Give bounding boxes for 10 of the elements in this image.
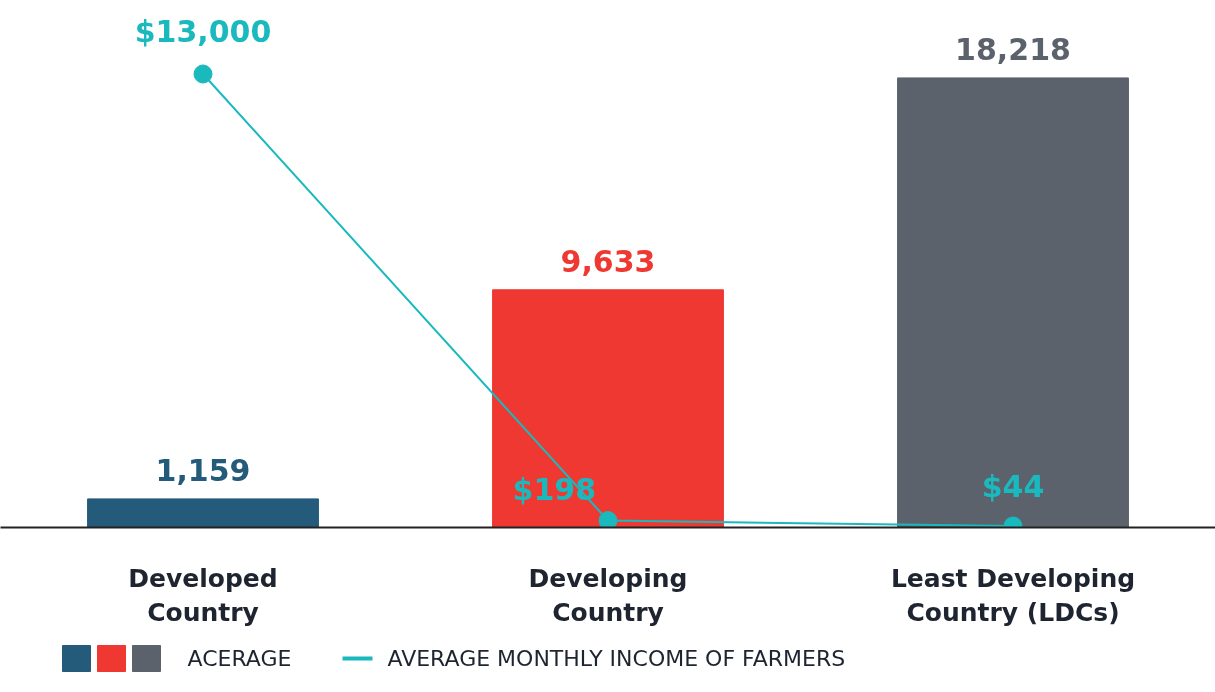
data-label: 18,218 bbox=[955, 31, 1071, 67]
legend-label: AVERAGE MONTHLY INCOME OF FARMERS bbox=[387, 646, 846, 671]
legend-label: ACERAGE bbox=[187, 646, 292, 671]
data-label: 1,159 bbox=[155, 452, 251, 488]
data-label: $13,000 bbox=[134, 13, 272, 49]
x-tick-label: Developed Country bbox=[128, 563, 278, 628]
data-label: $44 bbox=[981, 468, 1045, 504]
x-tick-label: Developing Country bbox=[528, 563, 688, 628]
data-label: 9,633 bbox=[560, 243, 656, 279]
x-tick-label: Least Developing Country (LDCs) bbox=[890, 563, 1136, 628]
